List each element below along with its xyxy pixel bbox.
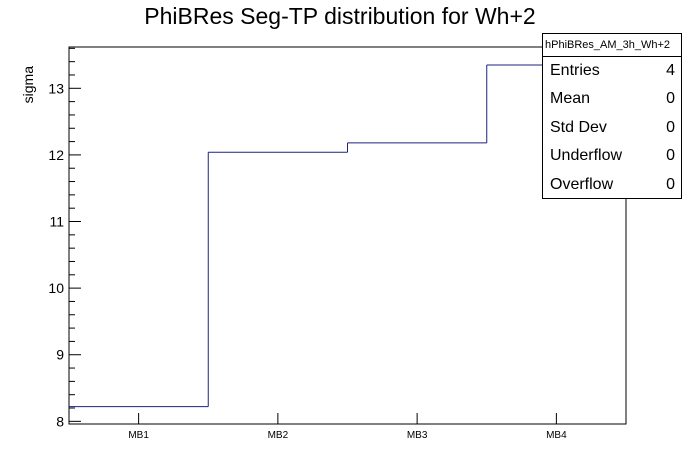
stats-value: 0 [666, 90, 675, 108]
stats-row-underflow: Underflow 0 [543, 142, 681, 170]
stats-label: Mean [550, 90, 591, 108]
y-tick-label: 10 [48, 280, 64, 296]
y-axis-label: sigma [20, 66, 36, 104]
stats-box: hPhiBRes_AM_3h_Wh+2 Entries 4 Mean 0 Std… [542, 33, 682, 199]
y-tick-label: 9 [56, 347, 64, 363]
stats-label: Std Dev [550, 118, 607, 136]
stats-histogram-name: hPhiBRes_AM_3h_Wh+2 [543, 34, 681, 57]
stats-value: 0 [666, 147, 675, 165]
y-tick-label: 13 [48, 80, 64, 96]
stats-row-overflow: Overflow 0 [543, 171, 681, 199]
stats-value: 0 [666, 118, 675, 136]
x-axis: MB1 MB2 MB3 MB4 [128, 413, 567, 441]
stats-label: Underflow [550, 147, 623, 165]
stats-value: 4 [666, 62, 675, 79]
x-tick-label-mb2: MB2 [268, 430, 289, 441]
x-tick-label-mb1: MB1 [128, 430, 149, 441]
y-tick-label: 8 [56, 413, 64, 429]
stats-row-entries: Entries 4 [543, 57, 681, 85]
stats-row-std-dev: Std Dev 0 [543, 114, 681, 142]
x-tick-label-mb4: MB4 [546, 430, 567, 441]
stats-row-mean: Mean 0 [543, 85, 681, 113]
chart-title: PhiBRes Seg-TP distribution for Wh+2 [144, 3, 535, 29]
stats-value: 0 [666, 175, 675, 193]
x-tick-label-mb3: MB3 [407, 430, 428, 441]
stats-label: Overflow [550, 175, 614, 193]
y-axis: 8 9 10 11 12 13 [48, 47, 81, 429]
y-tick-label: 11 [49, 214, 64, 230]
stats-label: Entries [550, 62, 600, 79]
y-tick-label: 12 [48, 147, 64, 163]
plot-frame [68, 46, 627, 425]
